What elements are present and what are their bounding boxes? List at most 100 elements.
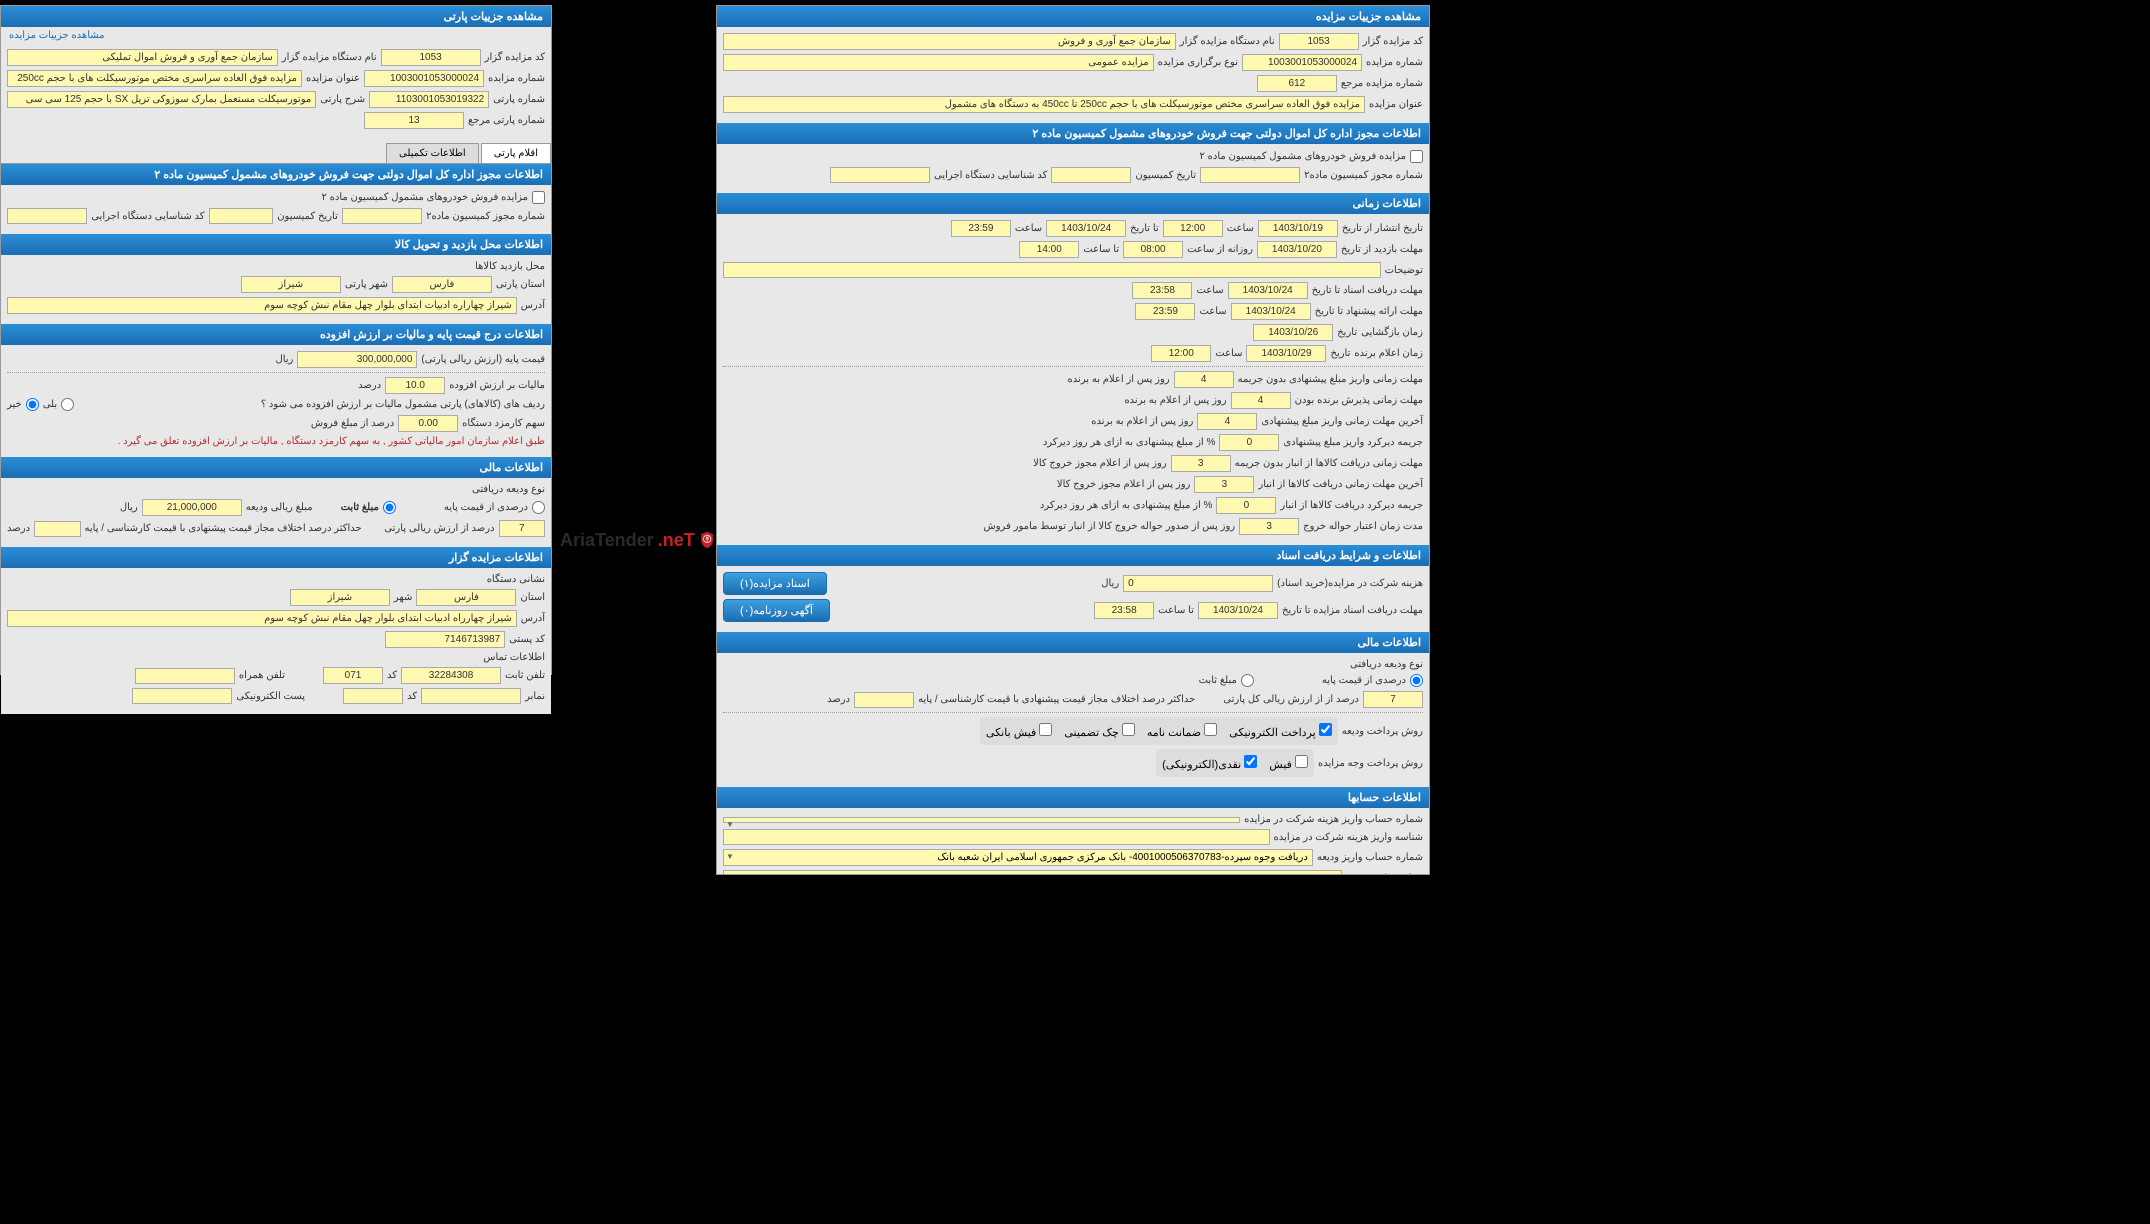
daily-to: 14:00 xyxy=(1019,241,1079,258)
acity-label: شهر xyxy=(394,592,413,603)
pub-from: 1403/10/19 xyxy=(1258,220,1338,237)
lagency: سازمان جمع آوری و فروش اموال تملیکی xyxy=(7,49,278,66)
rial-l: ریال xyxy=(275,354,293,365)
no-radio[interactable] xyxy=(26,398,39,411)
dm-label: روش پرداخت ودیعه xyxy=(1342,726,1423,737)
lfix-radio[interactable] xyxy=(383,501,396,514)
elec-lbl: پرداخت الکترونیکی xyxy=(1229,727,1316,739)
fax-code xyxy=(343,688,403,704)
auction-methods: فیش نقدی(الکترونیکی) xyxy=(1156,749,1314,777)
vat-q: ردیف های (کالاهای) پارتی مشمول مالیات بر… xyxy=(261,399,545,410)
veh-label: مزایده فروش خودروهای مشمول کمیسیون ماده … xyxy=(1199,151,1406,162)
gnp-label: مهلت زمانی دریافت کالاها از انبار بدون ج… xyxy=(1235,458,1423,469)
acity: شیراز xyxy=(290,589,390,606)
elec-cb[interactable] xyxy=(1319,723,1332,736)
lagency-label: نام دستگاه مزایده گزار xyxy=(282,52,377,63)
lpct-val: 7 xyxy=(499,520,545,537)
pct-l: درصد xyxy=(358,380,381,391)
aaddr: شیراز چهارراه ادبیات ابتدای بلوار چهل مق… xyxy=(7,610,517,627)
winner-date-label: تاریخ xyxy=(1330,348,1350,359)
agency-field: سازمان جمع آوری و فروش xyxy=(723,33,1176,50)
shield-icon xyxy=(699,500,715,580)
dt-label: نوع ودیعه دریافتی xyxy=(1350,659,1423,670)
chk-cb[interactable] xyxy=(1122,723,1135,736)
brand-name: AriaTender xyxy=(560,530,654,550)
lfin-fields: نوع ودیعه دریافتی درصدی از قیمت پایه مبل… xyxy=(1,478,551,547)
code-label-l: کد xyxy=(387,670,397,681)
open-date-label: تاریخ xyxy=(1337,327,1357,338)
pa-label: شماره حساب واریز هزینه شرکت در مزایده xyxy=(1244,814,1423,825)
loc-fields: محل بازدید کالاها استان پارتی فارس شهر پ… xyxy=(1,255,551,324)
tab-supplementary[interactable]: اطلاعات تکمیلی xyxy=(386,143,479,163)
elec2-cb[interactable] xyxy=(1244,755,1257,768)
rem-label: مدت زمان اعتبار حواله خروج xyxy=(1303,521,1423,532)
email xyxy=(132,688,232,704)
am-label: روش پرداخت وجه مزایده xyxy=(1318,758,1423,769)
open-label: زمان بازگشایی xyxy=(1361,327,1423,338)
da-dropdown[interactable]: دریافت وجوه سپرده-4001000506370783- بانک… xyxy=(723,849,1313,866)
rem-suffix: روز پس از صدور حواله خروج کالا از انبار … xyxy=(984,521,1236,532)
open-date: 1403/10/26 xyxy=(1253,324,1333,341)
lveh-label: مزایده فروش خودروهای مشمول کمیسیون ماده … xyxy=(321,192,528,203)
da-val: دریافت وجوه سپرده-4001000506370783- بانک… xyxy=(937,852,1308,863)
lpct-radio[interactable] xyxy=(532,501,545,514)
price-fields: قیمت پایه (ارزش ریالی پارتی) 300,000,000… xyxy=(1,345,551,457)
lpermit xyxy=(342,208,422,224)
war-lbl: ضمانت نامه xyxy=(1147,727,1201,739)
da-label: شماره حساب واریز ودیعه xyxy=(1317,852,1423,863)
winner-time: 12:00 xyxy=(1151,345,1211,362)
type-label: نوع برگزاری مزایده xyxy=(1158,57,1238,68)
cash-lbl: فیش xyxy=(1269,759,1292,771)
chk-lbl: چک تضمینی xyxy=(1064,727,1118,739)
gp-label: جریمه دیرکرد دریافت کالاها از انبار xyxy=(1280,500,1423,511)
doc-button[interactable]: اسناد مزایده(۱) xyxy=(723,572,827,595)
rem: 3 xyxy=(1239,518,1299,535)
lcdate-label: تاریخ کمیسیون xyxy=(277,211,338,222)
pa-dropdown[interactable]: ▼ xyxy=(723,817,1240,823)
lveh-cb[interactable] xyxy=(532,191,545,204)
slip-cb[interactable] xyxy=(1039,723,1052,736)
pd1: % از مبلغ پیشنهادی به ازای هر روز دیرکرد xyxy=(1043,437,1216,448)
ld-label: آخرین مهلت زمانی واریز مبلغ پیشنهادی xyxy=(1261,416,1423,427)
tab-lot-items[interactable]: اقلام پارتی xyxy=(481,143,551,163)
ldarsad: درصد xyxy=(7,523,30,534)
brand-text: AriaTender.neT xyxy=(560,530,699,551)
damt-label: مبلغ ریالی ودیعه xyxy=(246,502,313,513)
aw: 4 xyxy=(1231,392,1291,409)
yes-radio[interactable] xyxy=(61,398,74,411)
ltitle-label: عنوان مزایده xyxy=(306,73,360,84)
lpermit-label: شماره مجوز کمیسیون ماده۲ xyxy=(426,211,545,222)
fixed-radio[interactable] xyxy=(1241,674,1254,687)
cost-label: هزینه شرکت در مزایده(خرید اسناد) xyxy=(1277,578,1423,589)
percent-radio[interactable] xyxy=(1410,674,1423,687)
lnum: 1003001053000024 xyxy=(364,70,484,87)
vehicle-checkbox[interactable] xyxy=(1410,150,1423,163)
lagency-header: اطلاعات مزایده گزار xyxy=(1,547,551,568)
notes-field xyxy=(723,262,1381,278)
tab-bar: اقلام پارتی اطلاعات تکمیلی xyxy=(1,139,551,164)
financial-header: اطلاعات مالی xyxy=(717,632,1429,653)
di-field xyxy=(723,870,1342,875)
visit-loc-label: محل بازدید کالاها xyxy=(475,261,545,272)
dae1: روز پس از اعلام مجوز خروج کالا xyxy=(1033,458,1167,469)
newspaper-button[interactable]: آگهی روزنامه(۰) xyxy=(723,599,830,622)
at-label: نشانی دستگاه xyxy=(487,574,545,585)
pub-to-time: 23:59 xyxy=(951,220,1011,237)
cash-cb[interactable] xyxy=(1295,755,1308,768)
fax-label: نمابر xyxy=(525,691,545,702)
prop-time: 23:59 xyxy=(1135,303,1195,320)
brand-logo: AriaTender.neT xyxy=(560,490,715,590)
pi-field xyxy=(723,829,1270,845)
gnp: 3 xyxy=(1171,455,1231,472)
num-field: 1003001053000024 xyxy=(1242,54,1362,71)
mobile xyxy=(135,668,235,684)
t3: ساعت xyxy=(1196,285,1223,296)
addr: شیراز چهاراره ادبیات ابتدای بلوار چهل مق… xyxy=(7,297,517,314)
receipt-fields: هزینه شرکت در مزایده(خرید اسناد) 0 ریال … xyxy=(717,566,1429,632)
md-field xyxy=(854,692,914,708)
auction-link[interactable]: مشاهده جزییات مزایده xyxy=(9,30,105,41)
war-cb[interactable] xyxy=(1204,723,1217,736)
t2: ساعت xyxy=(1015,223,1042,234)
lot-detail-panel: مشاهده جزییات پارتی مشاهده جزییات مزایده… xyxy=(0,5,552,675)
ddl-label: مهلت دریافت اسناد مزایده تا تاریخ xyxy=(1282,605,1423,616)
